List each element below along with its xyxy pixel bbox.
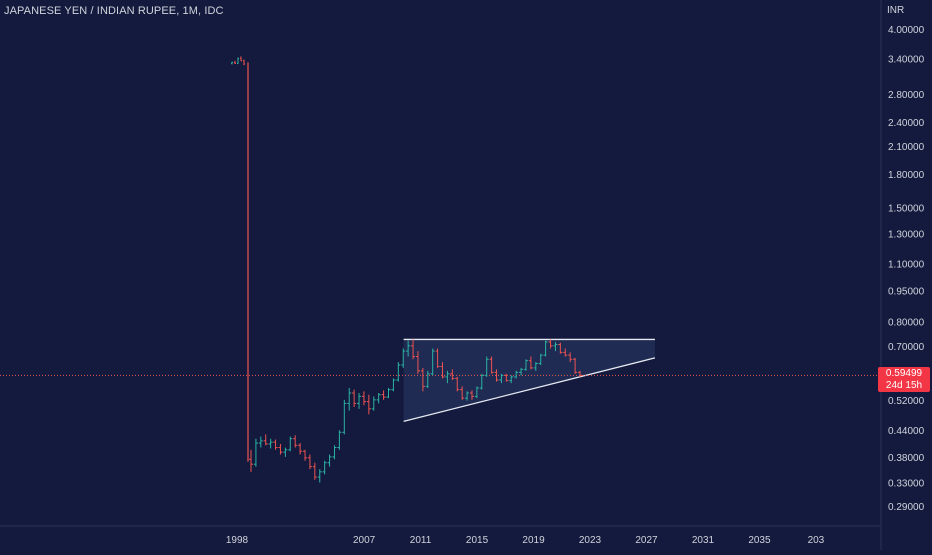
x-tick-label: 1998 xyxy=(226,535,249,546)
x-tick-label: 2035 xyxy=(748,535,771,546)
y-tick-label: 0.52000 xyxy=(888,396,925,407)
currency-label: INR xyxy=(887,5,905,16)
y-tick-label: 2.40000 xyxy=(888,118,925,129)
y-tick-label: 0.70000 xyxy=(888,342,925,353)
y-tick-label: 1.80000 xyxy=(888,170,925,181)
y-tick-label: 0.33000 xyxy=(888,479,925,490)
chart-title: JAPANESE YEN / INDIAN RUPEE, 1M, IDC xyxy=(4,5,224,17)
countdown-label: 24d 15h xyxy=(885,380,923,391)
x-tick-label: 2011 xyxy=(410,535,432,546)
pattern-shaded-region xyxy=(403,339,655,422)
x-tick-label: 2007 xyxy=(353,535,376,546)
y-tick-label: 1.50000 xyxy=(888,203,925,214)
y-tick-label: 2.80000 xyxy=(888,90,925,101)
x-tick-label: 2015 xyxy=(466,535,489,546)
y-tick-label: 0.38000 xyxy=(888,453,925,464)
x-tick-label: 2023 xyxy=(579,535,602,546)
y-tick-label: 0.44000 xyxy=(888,426,925,437)
y-tick-label: 2.10000 xyxy=(888,142,925,153)
x-tick-label: 2027 xyxy=(635,535,658,546)
y-tick-label: 1.10000 xyxy=(888,260,925,271)
y-tick-label: 4.00000 xyxy=(888,25,925,36)
x-tick-label: 203 xyxy=(808,535,825,546)
current-price-value: 0.59499 xyxy=(885,368,923,379)
y-tick-label: 3.40000 xyxy=(888,55,925,66)
support-trendline xyxy=(403,357,656,422)
x-tick-label: 2031 xyxy=(692,535,715,546)
x-tick-label: 2019 xyxy=(522,535,545,546)
current-price-tag: 0.59499 24d 15h xyxy=(878,367,930,392)
y-tick-label: 0.95000 xyxy=(888,286,925,297)
y-tick-label: 0.29000 xyxy=(888,502,925,513)
y-tick-label: 0.80000 xyxy=(888,318,925,329)
y-tick-label: 1.30000 xyxy=(888,229,925,240)
